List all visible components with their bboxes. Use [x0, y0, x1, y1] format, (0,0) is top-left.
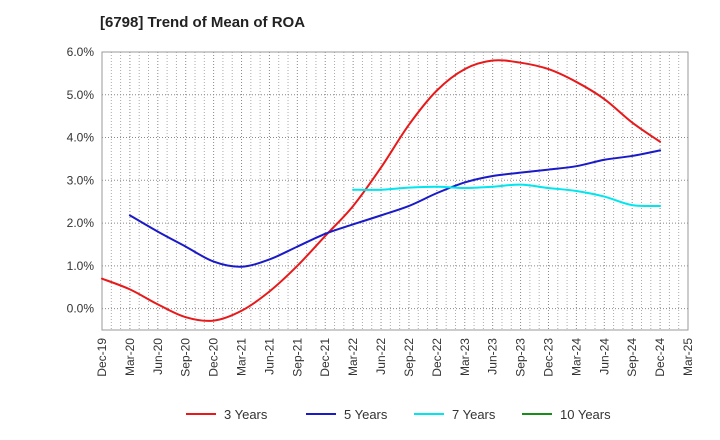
x-tick-label: Jun-22: [374, 338, 388, 375]
chart-title: [6798] Trend of Mean of ROA: [100, 14, 306, 31]
x-tick-label: Mar-25: [681, 338, 695, 376]
x-tick-label: Mar-20: [123, 338, 137, 376]
x-tick-label: Mar-23: [458, 338, 472, 376]
x-tick-label: Mar-24: [569, 338, 583, 376]
x-tick-label: Dec-19: [95, 338, 109, 377]
series-lines: [101, 59, 662, 322]
x-tick-labels: Dec-19 Mar-20 Jun-20 Sep-20 Dec-20 Mar-21 Jun-…: [95, 338, 695, 377]
y-tick-label: 6.0%: [67, 45, 95, 59]
y-tick-label: 2.0%: [67, 216, 95, 230]
x-tick-label: Sep-21: [290, 338, 304, 377]
y-tick-label: 4.0%: [67, 131, 95, 145]
series-line-7-years: [352, 183, 662, 208]
y-tick-label: 3.0%: [67, 173, 95, 187]
y-tick-label: 0.0%: [67, 302, 95, 316]
x-tick-label: Sep-22: [402, 338, 416, 377]
series-line-5-years: [128, 149, 662, 268]
x-tick-label: Dec-24: [653, 338, 667, 377]
x-tick-label: Sep-23: [514, 338, 528, 377]
x-tick-label: Jun-20: [151, 338, 165, 375]
series-line-3-years: [101, 59, 662, 322]
x-tick-label: Sep-20: [179, 338, 193, 377]
x-tick-label: Mar-22: [346, 338, 360, 376]
legend-label-5-years: 5 Years: [344, 407, 388, 422]
plot-frame: [101, 51, 689, 331]
x-tick-label: Dec-20: [207, 338, 221, 377]
y-tick-label: 5.0%: [67, 88, 95, 102]
x-tick-label: Jun-21: [262, 338, 276, 375]
legend-label-10-years: 10 Years: [560, 407, 611, 422]
legend: 3 Years 5 Years 7 Years 10 Years: [186, 407, 611, 422]
y-tick-label: 1.0%: [67, 259, 95, 273]
x-tick-label: Dec-23: [541, 338, 555, 377]
x-tick-label: Sep-24: [625, 338, 639, 377]
x-tick-label: Dec-21: [318, 338, 332, 377]
x-tick-label: Mar-21: [235, 338, 249, 376]
grid-layer: [102, 51, 688, 330]
legend-label-7-years: 7 Years: [452, 407, 496, 422]
x-tick-label: Dec-22: [430, 338, 444, 377]
x-tick-label: Jun-23: [486, 338, 500, 375]
legend-label-3-years: 3 Years: [224, 407, 268, 422]
x-tick-label: Jun-24: [597, 338, 611, 375]
y-tick-labels: 0.0% 1.0% 2.0% 3.0% 4.0% 5.0% 6.0%: [67, 45, 95, 316]
